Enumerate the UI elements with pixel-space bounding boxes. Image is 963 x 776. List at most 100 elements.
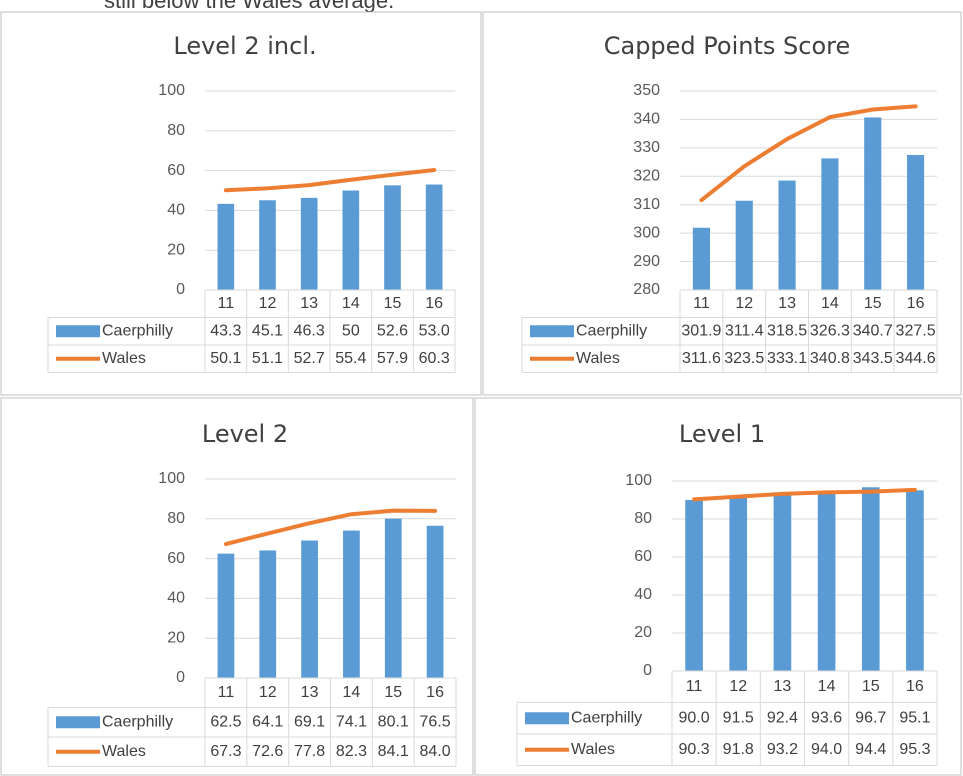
y-tick-label: 100	[158, 82, 185, 99]
bar	[778, 180, 796, 290]
x-tick-label: 14	[821, 295, 839, 312]
chart-title: Level 2	[202, 420, 288, 448]
x-tick-label: 12	[735, 295, 753, 312]
table-value: 340.8	[810, 350, 850, 367]
table-value: 64.1	[252, 713, 283, 730]
bar	[259, 200, 276, 290]
y-tick-label: 330	[633, 139, 660, 156]
table-value: 82.3	[336, 743, 367, 760]
x-tick-label: 16	[426, 684, 444, 701]
x-tick-label: 16	[907, 295, 925, 312]
caption: still below the Wales average.	[104, 0, 394, 13]
x-tick-label: 11	[693, 295, 710, 312]
bar	[817, 493, 836, 671]
bar	[300, 197, 318, 290]
table-value: 95.1	[899, 709, 930, 726]
y-tick-label: 80	[634, 510, 652, 527]
y-tick-label: 40	[167, 202, 185, 219]
x-tick-label: 14	[342, 295, 360, 312]
bar	[217, 553, 235, 678]
line	[692, 487, 917, 502]
table-value: 93.6	[811, 709, 842, 726]
bar	[217, 203, 235, 290]
y-tick-label: 40	[634, 586, 652, 603]
bar	[906, 490, 924, 671]
table-value: 311.4	[725, 322, 764, 339]
table-value: 52.7	[294, 350, 325, 367]
table-value: 80.1	[378, 713, 409, 730]
panel	[474, 397, 962, 776]
table-value: 340.7	[853, 322, 893, 339]
table-value: 51.1	[252, 350, 283, 367]
line	[223, 168, 437, 193]
legend-swatch	[56, 325, 100, 338]
table-value: 91.5	[723, 709, 754, 726]
table-value: 96.7	[855, 709, 886, 726]
table-value: 60.3	[419, 350, 450, 367]
table-value: 43.3	[210, 322, 241, 339]
table-value: 333.1	[767, 350, 807, 367]
y-tick-label: 290	[633, 253, 660, 270]
x-tick-label: 12	[259, 295, 277, 312]
table-value: 72.6	[252, 743, 283, 760]
table-value: 90.3	[679, 741, 710, 758]
y-tick-label: 20	[634, 624, 652, 641]
x-tick-label: 11	[686, 678, 703, 695]
legend-label: Caerphilly	[102, 713, 173, 730]
legend-label: Wales	[102, 743, 146, 760]
table-value: 95.3	[899, 741, 930, 758]
y-tick-label: 280	[633, 281, 660, 298]
y-tick-label: 340	[633, 111, 660, 128]
x-tick-label: 14	[818, 678, 836, 695]
legend-label: Wales	[102, 350, 146, 367]
y-tick-label: 0	[176, 669, 185, 686]
y-tick-label: 80	[167, 510, 185, 527]
table-value: 93.2	[767, 741, 798, 758]
bar	[426, 525, 444, 678]
x-tick-label: 12	[259, 684, 277, 701]
table-value: 94.4	[855, 741, 886, 758]
table-value: 76.5	[420, 713, 451, 730]
y-tick-label: 0	[643, 662, 652, 679]
table-value: 77.8	[294, 743, 325, 760]
y-tick-label: 0	[176, 281, 185, 298]
bar	[729, 497, 748, 671]
x-tick-label: 15	[384, 295, 402, 312]
y-tick-label: 100	[158, 470, 185, 487]
table-value: 91.8	[723, 741, 754, 758]
table-value: 311.6	[682, 350, 721, 367]
bar	[342, 190, 360, 290]
y-tick-label: 40	[167, 590, 185, 607]
table-value: 323.5	[724, 350, 764, 367]
x-tick-label: 12	[729, 678, 747, 695]
x-tick-label: 13	[774, 678, 792, 695]
y-tick-label: 300	[633, 224, 660, 241]
bar	[907, 154, 925, 290]
bar	[425, 184, 443, 290]
table-value: 84.1	[378, 743, 409, 760]
x-tick-label: 15	[864, 295, 882, 312]
table-value: 45.1	[252, 322, 283, 339]
table-value: 46.3	[294, 322, 325, 339]
table-value: 326.3	[810, 322, 850, 339]
table-value: 53.0	[419, 322, 450, 339]
x-tick-label: 15	[862, 678, 880, 695]
legend-swatch	[525, 712, 569, 725]
table-value: 301.9	[681, 322, 721, 339]
bar	[692, 227, 710, 290]
bar	[821, 158, 839, 290]
table-value: 69.1	[294, 713, 325, 730]
y-tick-label: 60	[634, 548, 652, 565]
legend-swatch	[56, 716, 100, 729]
bar	[384, 518, 402, 678]
panel	[0, 397, 474, 776]
y-tick-label: 100	[625, 472, 652, 489]
legend-label: Wales	[576, 350, 620, 367]
table-value: 55.4	[335, 350, 366, 367]
bar	[384, 185, 401, 290]
y-tick-label: 20	[167, 629, 185, 646]
bar	[861, 487, 880, 671]
x-tick-label: 11	[218, 684, 235, 701]
bar	[864, 117, 882, 290]
